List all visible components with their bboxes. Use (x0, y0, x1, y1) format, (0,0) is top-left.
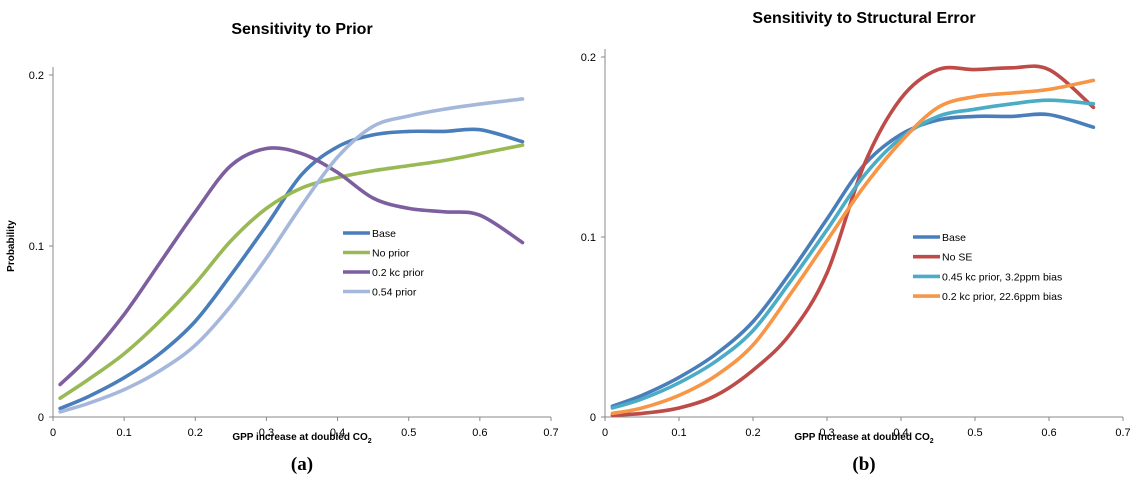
y-tick-label: 0.1 (581, 232, 596, 244)
x-tick-label: 0.7 (543, 427, 558, 439)
legend-label: 0.2 kc prior (372, 267, 424, 279)
series-line-no-se (610, 64, 1096, 417)
y-tick-label: 0 (38, 412, 44, 424)
series-line-0-2-kc-prior-22-6ppm-bias (610, 78, 1096, 416)
x-tick-label: 0.4 (893, 427, 908, 439)
legend-label: 0.54 prior (372, 287, 417, 299)
y-axis-label: Probability (6, 220, 17, 272)
x-tick-label: 0 (50, 427, 56, 439)
legend-label: No prior (372, 248, 410, 260)
series-line-0-2-kc-prior (58, 146, 525, 387)
x-tick-label: 0.4 (330, 427, 345, 439)
legend: Base No prior 0.2 kc prior 0.54 prior (343, 228, 424, 299)
x-tick-label: 0.3 (819, 427, 834, 439)
panel-label: (a) (291, 454, 313, 475)
x-tick-label: 0.2 (745, 427, 760, 439)
series-line-0-45-kc-prior-3-2ppm-bias (610, 98, 1096, 410)
chart-title: Sensitivity to Structural Error (752, 10, 975, 27)
x-tick-label: 0.1 (116, 427, 131, 439)
legend-label: 0.2 kc prior, 22.6ppm bias (942, 291, 1062, 303)
x-tick-label: 0.3 (259, 427, 274, 439)
y-tick-label: 0 (590, 412, 596, 424)
x-axis-label: GPP Increase at doubled CO2 (794, 432, 933, 445)
chart-title: Sensitivity to Prior (231, 21, 372, 38)
x-axis-label: GPP increase at doubled CO2 (232, 432, 371, 445)
legend-label: Base (942, 232, 966, 244)
x-tick-label: 0.7 (1115, 427, 1130, 439)
chart-panel-b: Sensitivity to Structural Error 0 0.1 0.2 0.… (581, 10, 1131, 475)
x-tick-label: 0.6 (472, 427, 487, 439)
x-tick-label: 0.5 (967, 427, 982, 439)
chart-panel-a: Sensitivity to Prior 0 0.1 0.2 0.3 0.4 0.5 0.6 0… (6, 21, 559, 475)
legend-label: Base (372, 228, 396, 240)
legend-label: No SE (942, 252, 972, 264)
x-tick-label: 0.2 (188, 427, 203, 439)
series-line-base (610, 112, 1096, 408)
panel-label: (b) (852, 454, 875, 475)
y-tick-label: 0.1 (29, 241, 44, 253)
x-tick-label: 0.5 (401, 427, 416, 439)
series-line-0-54-prior (58, 97, 525, 414)
series-line-no-prior (58, 143, 525, 400)
y-tick-label: 0.2 (29, 70, 44, 82)
x-tick-label: 0.6 (1041, 427, 1056, 439)
y-tick-label: 0.2 (581, 52, 596, 64)
x-tick-label: 0 (602, 427, 608, 439)
legend: Base No SE 0.45 kc prior, 3.2ppm bias 0.2 k… (913, 232, 1062, 303)
x-tick-label: 0.1 (671, 427, 686, 439)
series-line-base (58, 127, 525, 411)
legend-label: 0.45 kc prior, 3.2ppm bias (942, 271, 1062, 283)
